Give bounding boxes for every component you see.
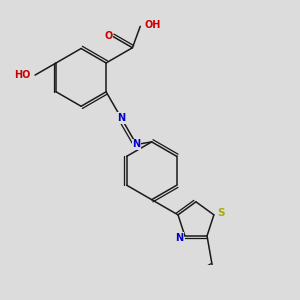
Text: HO: HO (15, 70, 31, 80)
Text: O: O (104, 31, 113, 41)
Text: N: N (175, 233, 183, 243)
Text: OH: OH (144, 20, 161, 30)
Text: N: N (117, 113, 125, 123)
Text: N: N (132, 140, 141, 149)
Text: S: S (217, 208, 224, 218)
